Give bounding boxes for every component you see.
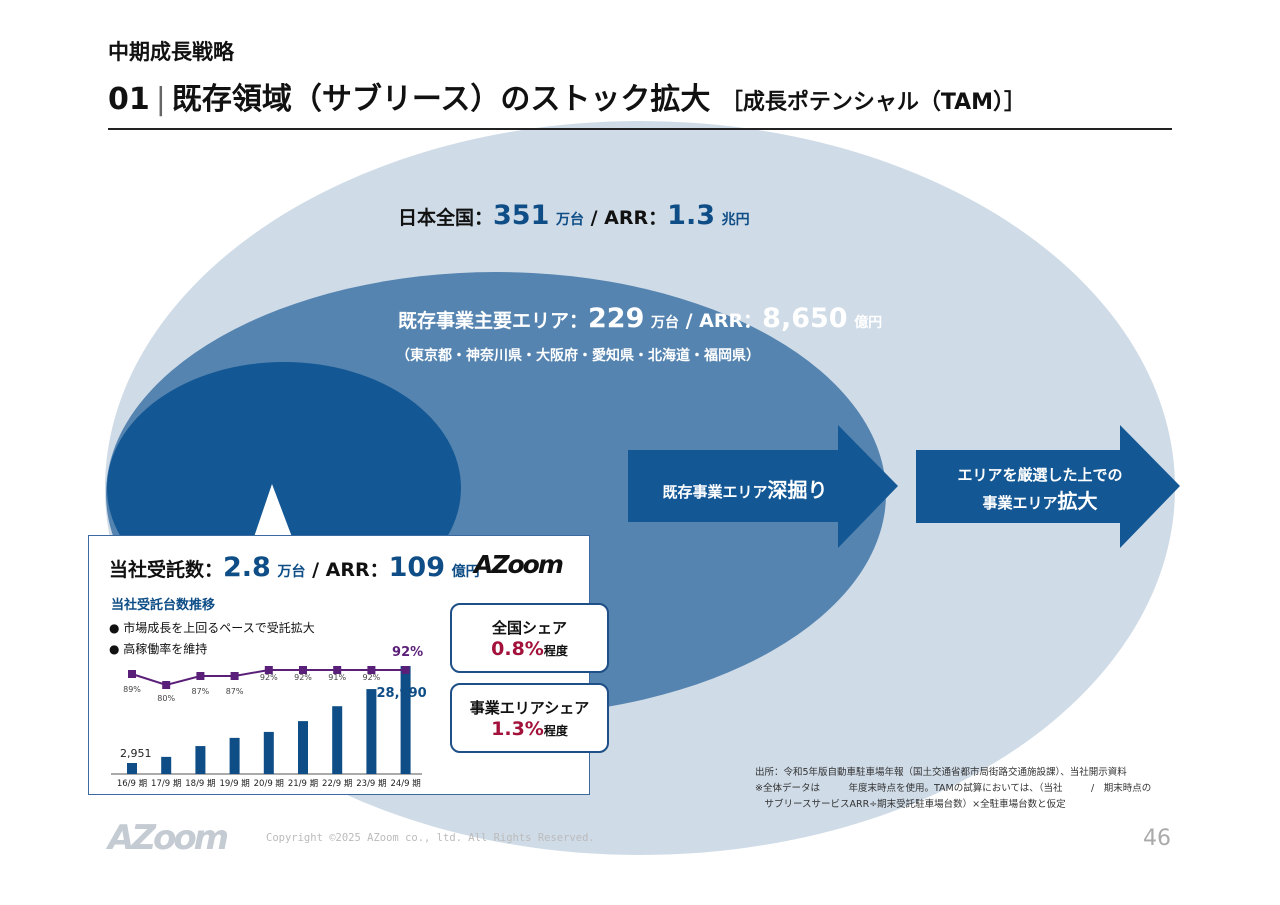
sam-label: 既存事業主要エリア：229 万台 / ARR：8,650 億円 [398,303,883,334]
arrow-expand [916,425,1180,548]
bar-data-label: 2,951 [120,747,152,760]
rate-label: 91% [328,673,346,682]
bullet-2: ● 高稼働率を維持 [109,642,208,656]
title-sub: ［成長ポテンシャル（TAM）］ [720,90,1027,115]
rate-label: 87% [226,687,244,696]
units-chart: 16/9 期 2,951 17/9 期 18/9 期 19/9 期 20/9 期 21/9 … [111,645,427,789]
rate-point [264,666,273,674]
bar [332,706,343,774]
arrow-expand-label: エリアを厳選した上での 事業エリア拡大 [957,466,1123,513]
tam-label: 日本全国：351 万台 / ARR：1.3 兆円 [398,200,750,231]
rate-point [128,670,136,678]
x-tick-label: 18/9 期 [185,779,215,789]
arrow-deepen-label: 既存事業エリア深掘り [662,478,828,502]
footer-logo: AZoom [108,818,229,858]
page-title: 01 | 既存領域（サブリース）のストック拡大 ［成長ポテンシャル（TAM）］ [108,82,1027,117]
rate-label: 87% [192,687,210,696]
area-share-box: 事業エリアシェア 1.3%程度 [450,683,609,753]
bar [298,721,308,774]
bar [161,756,172,774]
bar-data-label: 28,990 [377,686,427,701]
rate-point [299,666,307,674]
x-tick-label: 17/9 期 [151,779,181,789]
x-tick-label: 23/9 期 [356,779,386,789]
x-tick-label: 24/9 期 [390,779,420,789]
x-tick-label: 22/9 期 [322,779,352,789]
rate-label: 92% [363,673,381,682]
bar [195,746,206,774]
section-label: 中期成長戦略 [108,40,234,64]
arrow-deepen [628,425,898,548]
header-divider [108,128,1172,130]
rate-label: 92% [392,645,423,660]
rate-label: 92% [260,673,278,682]
chart-title: 当社受託台数推移 [111,598,216,613]
x-tick-label: 19/9 期 [219,779,249,789]
national-share-box: 全国シェア 0.8%程度 [450,603,609,673]
bar [366,689,377,774]
rate-point [162,681,171,689]
azoom-logo: AZoom [474,550,564,579]
bar [263,731,274,774]
rate-point [333,666,342,674]
rate-point [230,672,239,680]
som-label: 当社受託数：2.8 万台 / ARR：109 億円 [109,552,480,583]
bar [229,737,240,774]
rate-point [196,672,205,680]
bar [400,666,411,774]
x-tick-label: 16/9 期 [117,779,147,789]
title-number: 01 [108,82,150,117]
rate-label: 92% [294,673,312,682]
x-tick-label: 20/9 期 [254,779,284,789]
sam-areas: （東京都・神奈川県・大阪府・愛知県・北海道・福岡県） [396,348,760,364]
source-notes: 出所：令和5年版自動車駐車場年報（国土交通省都市局街路交通施設課）、当社開示資料… [755,767,1152,810]
rate-point [401,666,410,674]
x-tick-label: 21/9 期 [288,779,318,789]
rate-point [367,666,376,674]
rate-label: 89% [123,685,141,694]
title-text: 既存領域（サブリース）のストック拡大 [171,82,711,117]
rate-label: 80% [157,694,175,703]
callout-pointer [254,484,292,537]
copyright: Copyright ©2025 AZoom co., ltd. All Righ… [266,832,595,844]
bullet-1: ● 市場成長を上回るペースで受託拡大 [109,621,315,635]
bar [127,763,137,774]
page-number: 46 [1143,826,1171,851]
